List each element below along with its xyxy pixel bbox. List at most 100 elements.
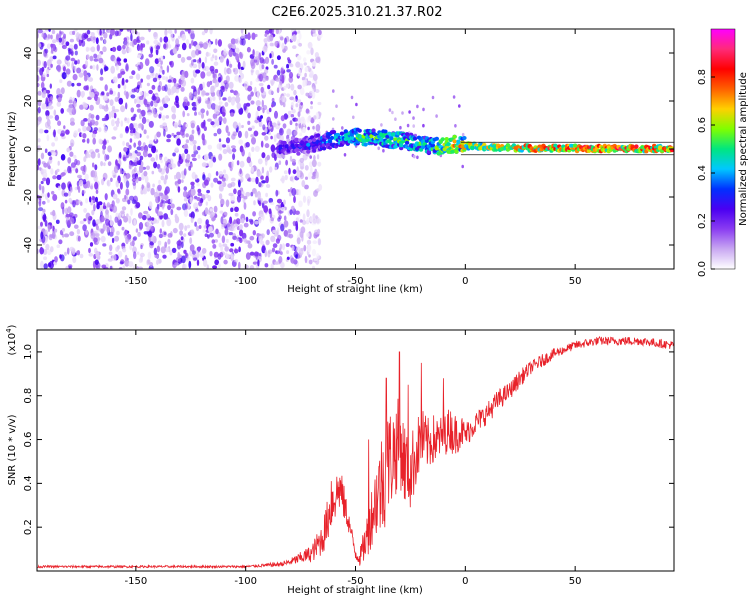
- spectrogram-cell: [109, 265, 113, 269]
- spectrogram-cell: [184, 225, 188, 232]
- spectrogram-cell: [189, 95, 193, 101]
- spectrogram-cell: [77, 128, 81, 133]
- spectrogram-cell: [231, 148, 237, 153]
- snr-plot-area: [37, 330, 674, 571]
- spectrogram-cell: [109, 215, 112, 221]
- spectrogram-cell: [119, 133, 123, 139]
- spectrogram-cell: [261, 244, 266, 253]
- spectrogram-cell: [190, 229, 195, 236]
- spectrogram-cell: [73, 130, 78, 137]
- spectrogram-cell: [136, 108, 142, 113]
- spectrogram-cell: [45, 243, 50, 251]
- spectrogram-cell: [307, 126, 310, 131]
- spectrogram-cell: [47, 93, 51, 98]
- spectrogram-cell: [277, 217, 281, 222]
- spectrogram-cell: [125, 142, 130, 147]
- spectrogram-cell: [158, 74, 162, 79]
- spectrogram-cell: [286, 63, 290, 69]
- spectrogram-cell: [110, 65, 115, 74]
- spectrogram-cell: [204, 233, 208, 237]
- x-tick-label: -100: [234, 276, 257, 287]
- spectrogram-cell: [222, 97, 227, 101]
- spectrogram-cell: [139, 91, 144, 96]
- spectrogram-cell: [223, 211, 228, 216]
- spectrogram-cell: [312, 240, 318, 245]
- spectrogram-cell: [312, 265, 315, 269]
- spectrogram-cell: [79, 253, 84, 259]
- spectrogram-cell: [350, 95, 354, 100]
- spectrogram-cell: [158, 179, 161, 185]
- spectrogram-cell: [115, 180, 119, 188]
- spectrogram-cell: [119, 151, 122, 159]
- spectrogram-cell: [205, 219, 210, 226]
- spectrogram-cell: [264, 56, 270, 64]
- spectrogram-cell: [255, 100, 261, 107]
- spectrogram-cell: [295, 220, 298, 228]
- spectrogram-cell: [303, 244, 307, 252]
- spectrogram-cell: [235, 218, 241, 225]
- spectrogram-cell: [70, 142, 74, 147]
- spectrogram-cell: [44, 121, 50, 129]
- spectrogram-cell: [274, 41, 278, 47]
- spectrogram-cell: [406, 123, 410, 128]
- spectrogram-cell: [194, 174, 198, 180]
- spectrogram-cell: [47, 199, 50, 203]
- spectrogram-cell: [56, 168, 60, 173]
- spectrogram-cell: [50, 168, 54, 175]
- spectrogram-cell: [163, 103, 169, 109]
- spectrogram-cell: [186, 56, 192, 61]
- spectrogram-cell: [61, 172, 66, 176]
- spectrogram-cell: [289, 176, 294, 182]
- spectrogram-cell: [143, 210, 149, 215]
- spectrogram-cell: [307, 41, 313, 49]
- spectrogram-cell: [37, 74, 40, 82]
- spectrogram-cell: [206, 81, 211, 88]
- spectrogram-cell: [220, 74, 223, 81]
- spectrogram-cell: [144, 58, 150, 66]
- spectrogram-cell: [214, 109, 220, 115]
- spectrogram-cell: [73, 154, 77, 159]
- spectrogram-cell: [249, 235, 255, 241]
- spectrogram-cell: [81, 40, 86, 47]
- spectrogram-cell: [269, 42, 274, 47]
- spectrogram-cell: [74, 50, 78, 56]
- spectrogram-cell: [113, 57, 117, 64]
- spectrogram-cell: [234, 38, 239, 44]
- spectrogram-cell: [238, 261, 241, 269]
- spectrogram-cell: [412, 116, 415, 120]
- spectrogram-cell: [77, 174, 82, 179]
- spectrogram-cell: [148, 53, 154, 58]
- spectrogram-cell: [292, 45, 297, 49]
- spectrogram-cell: [90, 119, 96, 126]
- spectrogram-cell: [183, 186, 188, 192]
- spectrogram-cell: [94, 120, 99, 126]
- spectrogram-cell: [230, 194, 236, 203]
- spectrogram-cell: [134, 98, 137, 104]
- spectrogram-cell: [42, 73, 46, 78]
- spectrogram-cell: [265, 239, 270, 246]
- spectrogram-cell: [223, 48, 227, 56]
- spectrogram-cell: [304, 72, 307, 78]
- spectrogram-cell: [264, 33, 268, 37]
- spectrogram-cell: [229, 216, 233, 224]
- spectrogram-cell: [206, 71, 212, 77]
- colorbar-label: Normalized spectral amplitude: [738, 72, 749, 226]
- spectrogram-cell: [175, 95, 179, 104]
- spectrogram-cell: [59, 79, 63, 84]
- spectrogram-cell: [298, 189, 301, 196]
- y-tick-label: 0.4: [23, 475, 34, 491]
- spectrogram-cell: [290, 257, 295, 264]
- spectrogram-cell: [269, 53, 272, 59]
- spectrogram-cell: [103, 162, 106, 167]
- spectrogram-cell: [158, 233, 163, 239]
- spectrogram-cell: [253, 59, 258, 63]
- spectrogram-cell: [167, 87, 172, 96]
- spectrogram-cell: [78, 72, 84, 78]
- spectrogram-cell: [270, 217, 274, 222]
- spectrogram-cell: [61, 44, 67, 50]
- spectrogram-cell: [118, 212, 121, 220]
- spectrogram-cell: [280, 223, 285, 232]
- spectrogram-cell: [279, 243, 283, 250]
- spectrogram-cell: [230, 177, 236, 182]
- spectrogram-cell: [286, 93, 290, 97]
